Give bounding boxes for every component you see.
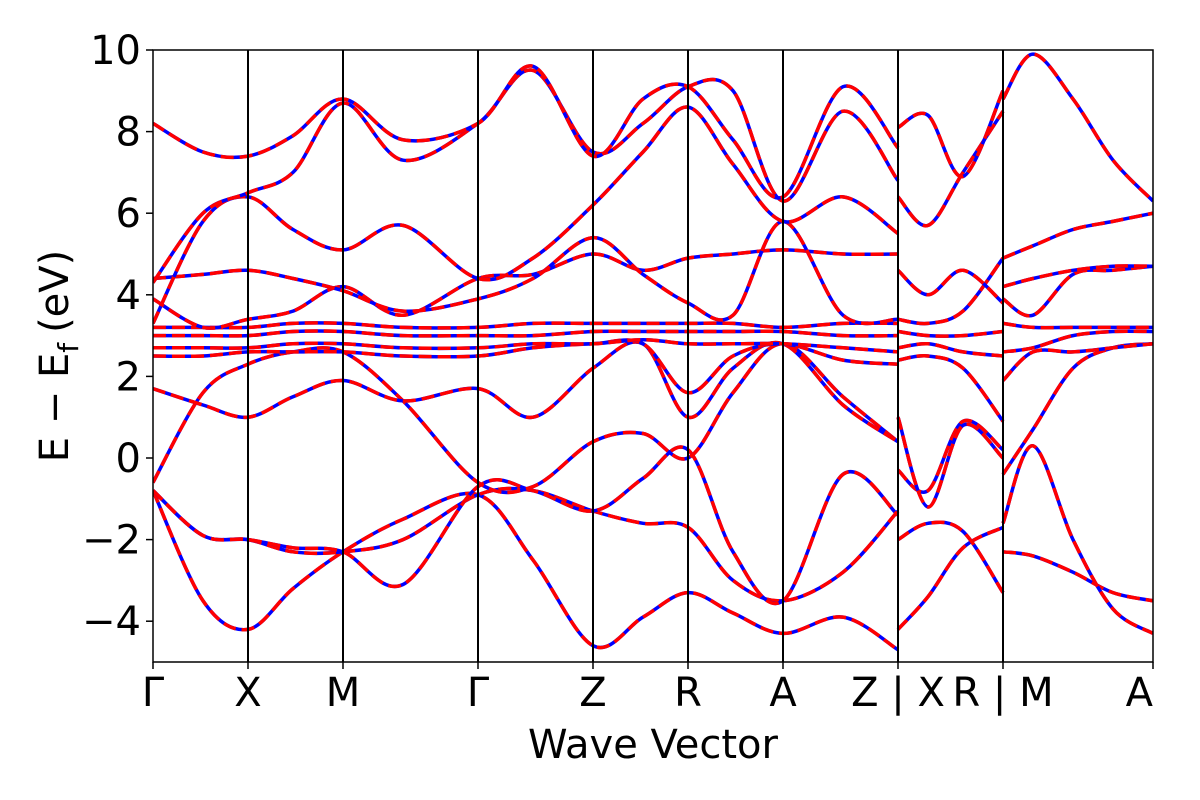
band-1-series-a: [153, 486, 900, 603]
band-34-series-b: [1001, 52, 1153, 203]
x-tick-label-5: R: [674, 670, 702, 716]
band-13-series-a: [153, 64, 900, 200]
x-axis-label: Wave Vector: [528, 722, 779, 768]
y-tick-label-7: 10: [90, 28, 141, 74]
band-8-series-b: [153, 321, 899, 330]
band-13-series-b: [153, 64, 900, 200]
band-25-series-b: [1002, 550, 1153, 603]
band-14-series-a: [896, 525, 1004, 631]
y-axis-label-sub: f: [52, 342, 85, 353]
band-6-series-b: [153, 337, 899, 354]
band-14-series-b: [896, 525, 1004, 631]
x-tick-label-7: Z | X: [851, 670, 945, 716]
band-0-series-a: [153, 489, 899, 652]
band-11-series-b: [153, 105, 900, 325]
band-2-series-b: [153, 445, 900, 605]
y-tick-label-0: −4: [82, 599, 141, 645]
y-tick-label-4: 4: [116, 273, 141, 319]
y-tick-label-5: 6: [116, 191, 141, 237]
band-21-series-b: [897, 257, 1005, 326]
band-19-series-a: [897, 341, 1004, 358]
band-0-series-b: [153, 489, 899, 652]
x-tick-label-3: Γ: [467, 670, 490, 716]
x-tick-label-2: M: [326, 670, 361, 716]
band-17-series-a: [896, 416, 1005, 509]
band-24-series-b: [897, 90, 1005, 179]
band-33-series-b: [1002, 211, 1153, 260]
band-15-series-a: [897, 520, 1005, 594]
band-1-series-b: [153, 486, 900, 603]
band-32-series-b: [1002, 264, 1153, 289]
band-28-series-b: [1001, 342, 1153, 382]
band-10-series-b: [153, 219, 899, 326]
y-axis-ticks: −4 −2 0 2 4 6 8 10: [82, 28, 153, 645]
band-29-series-b: [1002, 329, 1153, 354]
y-axis-label-unit: (eV): [32, 250, 78, 333]
band-23-series-b: [896, 110, 1005, 228]
band-20-series-a: [897, 329, 1004, 338]
band-17-series-b: [896, 416, 1005, 509]
band-11-series-a: [153, 105, 900, 325]
k-point-lines: [247, 50, 1004, 662]
band-21-series-a: [897, 257, 1005, 326]
x-tick-label-8: R | M: [952, 670, 1053, 716]
y-axis-label-main: E − E: [32, 353, 78, 463]
band-33-series-a: [1002, 211, 1153, 260]
band-18-series-a: [897, 353, 1005, 423]
x-tick-label-0: Γ: [142, 670, 165, 716]
plot-frame: [152, 49, 1154, 663]
band-19-series-b: [897, 341, 1004, 358]
svg-text:E − Ef(eV): E − Ef (eV): [32, 250, 85, 463]
band-20-series-b: [897, 329, 1004, 338]
band-26-series-b: [1001, 444, 1153, 635]
band-2-series-a: [153, 445, 900, 605]
band-7-series-b: [153, 329, 899, 338]
band-31-series-b: [1001, 264, 1153, 318]
x-tick-label-6: A: [769, 670, 797, 716]
y-tick-label-6: 8: [116, 110, 141, 156]
y-tick-label-2: 0: [116, 436, 141, 482]
x-tick-label-9: A: [1126, 670, 1154, 716]
band-3-series-b: [153, 342, 900, 495]
band-18-series-b: [897, 353, 1005, 423]
band-30-series-b: [1002, 321, 1153, 330]
band-26-series-a: [1001, 444, 1153, 635]
band-16-series-b: [896, 418, 1005, 494]
band-22-series-b: [896, 268, 1005, 305]
y-axis-label: E − Ef (eV): [32, 250, 85, 463]
x-tick-label-1: X: [234, 670, 261, 716]
x-tick-label-4: Z: [579, 670, 606, 716]
y-tick-label-1: −2: [82, 518, 141, 564]
y-tick-label-3: 2: [116, 354, 141, 400]
band-10-series-a: [153, 219, 899, 326]
